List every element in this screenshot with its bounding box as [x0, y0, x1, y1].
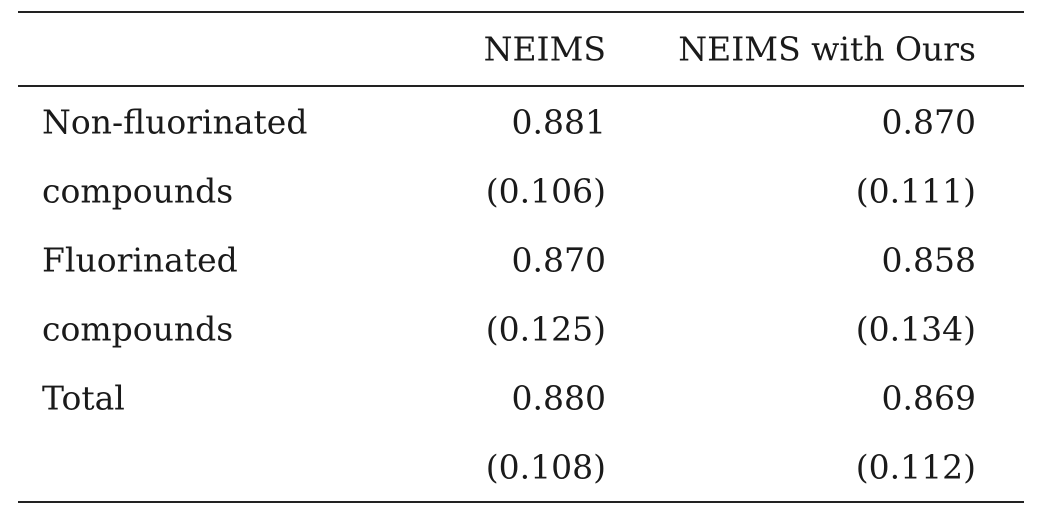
ours-value: (0.111): [855, 171, 976, 210]
row-label: compounds: [42, 171, 234, 210]
ours-value: 0.870: [881, 102, 976, 141]
table-row: Total 0.880 0.869: [18, 363, 1024, 432]
neims-value: 0.881: [511, 102, 606, 141]
header-neims-with-ours: NEIMS with Ours: [678, 29, 976, 69]
table-body: Non-fluorinated 0.881 0.870 compounds (0…: [18, 87, 1024, 501]
ours-value: (0.112): [855, 447, 976, 486]
table-row: Fluorinated 0.870 0.858: [18, 225, 1024, 294]
ours-value: 0.869: [881, 378, 976, 417]
row-label: Total: [42, 378, 125, 417]
neims-value: (0.106): [485, 171, 606, 210]
table-row: compounds (0.106) (0.111): [18, 156, 1024, 225]
neims-value: (0.108): [485, 447, 606, 486]
top-rule: [18, 11, 1024, 13]
neims-value: 0.870: [511, 240, 606, 279]
table-row: compounds (0.125) (0.134): [18, 294, 1024, 363]
header-neims: NEIMS: [483, 29, 606, 69]
neims-value: 0.880: [511, 378, 606, 417]
ours-value: 0.858: [881, 240, 976, 279]
neims-value: (0.125): [485, 309, 606, 348]
row-label: compounds: [42, 309, 234, 348]
ours-value: (0.134): [855, 309, 976, 348]
table-row: (0.108) (0.112): [18, 432, 1024, 501]
table-row: Non-fluorinated 0.881 0.870: [18, 87, 1024, 156]
row-label: Fluorinated: [42, 240, 238, 279]
results-table: NEIMS NEIMS with Ours Non-fluorinated 0.…: [18, 11, 1024, 503]
bottom-rule: [18, 501, 1024, 503]
header-rule: [18, 85, 1024, 87]
row-label: Non-fluorinated: [42, 102, 308, 141]
table-header-row: NEIMS NEIMS with Ours: [18, 13, 1024, 85]
